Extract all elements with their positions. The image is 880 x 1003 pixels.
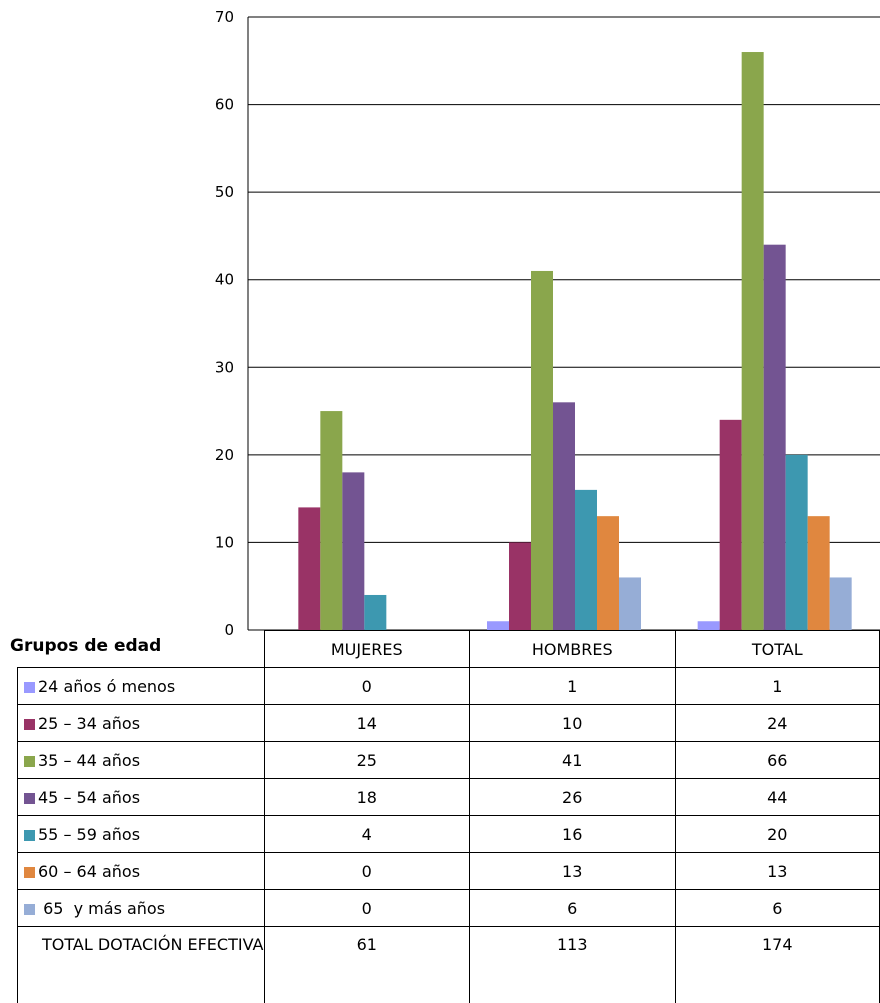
total-value: 174 — [675, 927, 879, 1003]
bar — [742, 52, 764, 630]
bar — [575, 490, 597, 630]
bar — [830, 577, 852, 630]
data-label: 0 — [264, 853, 469, 890]
bars — [298, 52, 851, 630]
data-label: 13 — [469, 853, 675, 890]
series-label-cell: 45 – 54 años — [18, 779, 265, 816]
series-label-cell: 24 años ó menos — [18, 668, 265, 705]
legend-swatch — [24, 682, 35, 693]
series-name: 55 – 59 años — [38, 825, 140, 844]
legend-swatch — [24, 719, 35, 730]
data-label: 4 — [264, 816, 469, 853]
bar — [342, 472, 364, 630]
total-label: TOTAL DOTACIÓN EFECTIVA — [18, 927, 265, 1003]
series-name: 45 – 54 años — [38, 788, 140, 807]
data-label: 24 — [675, 705, 879, 742]
legend-swatch — [24, 830, 35, 841]
bar — [320, 411, 342, 630]
data-label: 26 — [469, 779, 675, 816]
y-tick-label: 60 — [215, 96, 234, 114]
total-value: 113 — [469, 927, 675, 1003]
bar — [764, 245, 786, 630]
bar — [298, 507, 320, 630]
data-label: 1 — [675, 668, 879, 705]
series-label-cell: 25 – 34 años — [18, 705, 265, 742]
data-label: 25 — [264, 742, 469, 779]
legend-swatch — [24, 904, 35, 915]
bar — [786, 455, 808, 630]
y-tick-label: 30 — [215, 358, 234, 376]
y-tick-label: 10 — [215, 533, 234, 551]
legend-swatch — [24, 756, 35, 767]
data-label: 16 — [469, 816, 675, 853]
data-label: 0 — [264, 668, 469, 705]
series-name: 25 – 34 años — [38, 714, 140, 733]
bar — [531, 271, 553, 630]
category-label: MUJERES — [264, 631, 469, 668]
series-name: 35 – 44 años — [38, 751, 140, 770]
category-label: TOTAL — [675, 631, 879, 668]
data-label: 10 — [469, 705, 675, 742]
total-value: 61 — [264, 927, 469, 1003]
data-label: 6 — [469, 890, 675, 927]
legend-swatch — [24, 793, 35, 804]
y-tick-label: 40 — [215, 271, 234, 289]
data-label: 18 — [264, 779, 469, 816]
bar — [487, 621, 509, 630]
category-label: HOMBRES — [469, 631, 675, 668]
series-label-cell: 65 y más años — [18, 890, 265, 927]
series-name: 65 y más años — [38, 899, 165, 918]
data-label: 41 — [469, 742, 675, 779]
data-label: 66 — [675, 742, 879, 779]
data-label: 44 — [675, 779, 879, 816]
data-label: 0 — [264, 890, 469, 927]
series-label-cell: 55 – 59 años — [18, 816, 265, 853]
bar — [509, 542, 531, 630]
bar — [597, 516, 619, 630]
data-label: 20 — [675, 816, 879, 853]
legend-swatch — [24, 867, 35, 878]
series-label-cell: 60 – 64 años — [18, 853, 265, 890]
bar — [619, 577, 641, 630]
bar — [553, 402, 575, 630]
data-label: 6 — [675, 890, 879, 927]
bar — [364, 595, 386, 630]
bar — [698, 621, 720, 630]
series-label-cell: 35 – 44 años — [18, 742, 265, 779]
series-name: 24 años ó menos — [38, 677, 175, 696]
data-label: 13 — [675, 853, 879, 890]
data-label: 1 — [469, 668, 675, 705]
bar — [808, 516, 830, 630]
y-tick-label: 50 — [215, 183, 234, 201]
y-tick-label: 20 — [215, 446, 234, 464]
series-name: 60 – 64 años — [38, 862, 140, 881]
bar — [720, 420, 742, 630]
data-label: 14 — [264, 705, 469, 742]
y-tick-label: 70 — [215, 8, 234, 26]
header-blank — [18, 631, 265, 668]
